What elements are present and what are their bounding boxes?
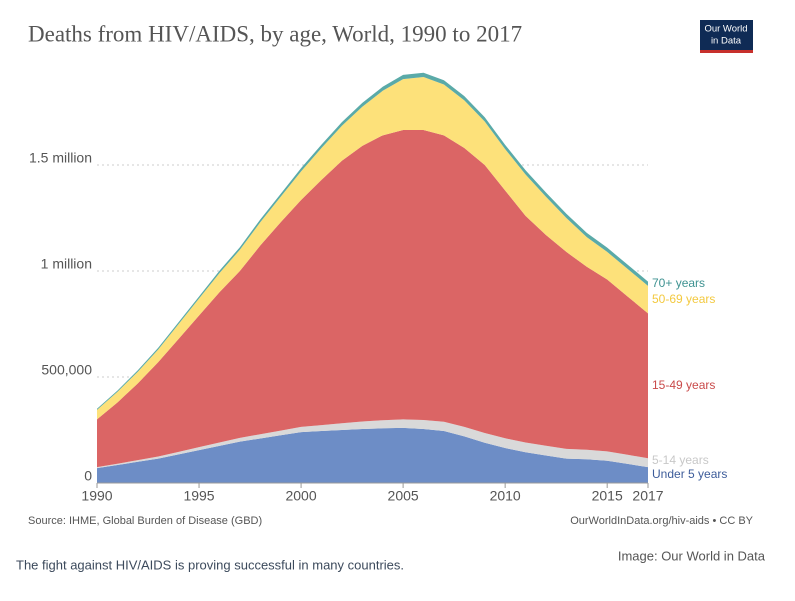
legend-label: 5-14 years: [652, 453, 709, 467]
chart-title: Deaths from HIV/AIDS, by age, World, 199…: [28, 21, 522, 46]
legend-label: 15-49 years: [652, 378, 715, 392]
logo-text: Our World: [704, 24, 747, 35]
caption: The fight against HIV/AIDS is proving su…: [16, 557, 404, 572]
y-tick-label: 1 million: [41, 256, 92, 272]
area: [97, 130, 648, 468]
legend-label: 70+ years: [652, 276, 705, 290]
x-tick-label: 1990: [81, 488, 112, 504]
x-tick-label: 2005: [388, 488, 419, 504]
credit: Image: Our World in Data: [618, 548, 766, 563]
plot: 0 500,000 1 million 1.5 million Under 5 year…: [29, 72, 727, 504]
area: [97, 427, 648, 483]
x-tick-label: 2017: [632, 488, 663, 504]
legend-label: 50-69 years: [652, 292, 715, 306]
x-tick-label: 2010: [490, 488, 521, 504]
legend-label: Under 5 years: [652, 467, 727, 481]
y-tick-label: 1.5 million: [29, 150, 92, 166]
y-tick-label: 0: [84, 468, 92, 484]
area: [97, 77, 648, 420]
source: Source: IHME, Global Burden of Disease (…: [28, 515, 262, 527]
logo-text: in Data: [711, 36, 742, 47]
logo-box: [700, 20, 753, 50]
link: OurWorldInData.org/hiv-aids • CC BY: [570, 515, 753, 527]
x-tick-label: 2015: [592, 488, 623, 504]
x-tick-label: 2000: [285, 488, 316, 504]
y-tick-label: 500,000: [41, 362, 92, 378]
logo: Our World in Data: [700, 20, 753, 53]
logo-bar: [700, 50, 753, 53]
x-tick-label: 1995: [183, 488, 214, 504]
